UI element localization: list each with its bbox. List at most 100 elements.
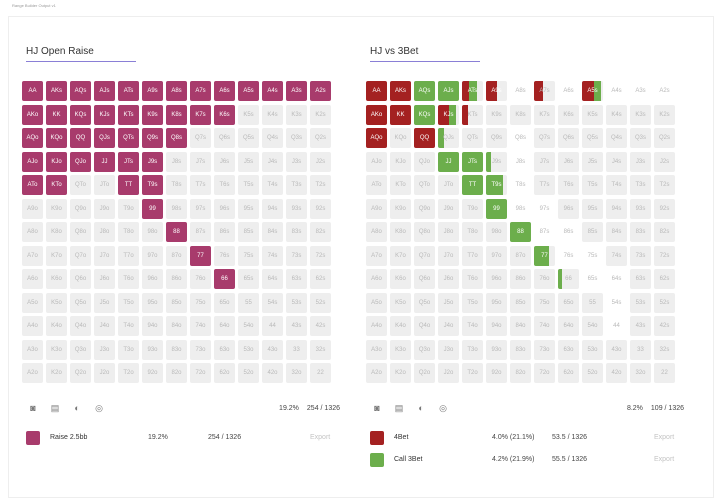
hand-cell-94o[interactable]: 94o <box>486 316 507 336</box>
hand-cell-t9o[interactable]: T9o <box>462 198 483 219</box>
hand-cell-75s[interactable]: 75s <box>238 245 259 266</box>
hand-cell-j4s[interactable]: J4s <box>606 151 627 172</box>
hand-cell-k5s[interactable]: K5s <box>582 104 603 125</box>
hand-cell-ato[interactable]: ATo <box>22 175 43 195</box>
hand-cell-72s[interactable]: 72s <box>310 245 331 266</box>
hand-cell-73s[interactable]: 73s <box>286 245 307 266</box>
hand-cell-66[interactable]: 66 <box>214 269 235 289</box>
hand-cell-jj[interactable]: JJ <box>94 151 115 172</box>
hand-cell-jto[interactable]: JTo <box>94 175 115 195</box>
hand-cell-j3o[interactable]: J3o <box>94 339 115 360</box>
hand-cell-22[interactable]: 22 <box>654 363 675 383</box>
hand-cell-j2o[interactable]: J2o <box>94 363 115 383</box>
hand-cell-t7o[interactable]: T7o <box>462 245 483 266</box>
hand-cell-aqo[interactable]: AQo <box>22 128 43 148</box>
hand-cell-t2s[interactable]: T2s <box>654 175 675 195</box>
hand-cell-a5s[interactable]: A5s <box>238 81 259 101</box>
hand-cell-t9s[interactable]: T9s <box>142 175 163 195</box>
hand-cell-33[interactable]: 33 <box>630 339 651 360</box>
hand-cell-qjs[interactable]: QJs <box>438 128 459 148</box>
hand-cell-84s[interactable]: 84s <box>262 222 283 242</box>
hand-cell-96s[interactable]: 96s <box>214 198 235 219</box>
hand-cell-j2s[interactable]: J2s <box>654 151 675 172</box>
hand-cell-54s[interactable]: 54s <box>606 293 627 313</box>
hand-cell-kts[interactable]: KTs <box>118 104 139 125</box>
hand-cell-76s[interactable]: 76s <box>214 245 235 266</box>
hand-cell-t5s[interactable]: T5s <box>238 175 259 195</box>
hand-cell-k8o[interactable]: K8o <box>46 222 67 242</box>
hand-cell-93s[interactable]: 93s <box>286 198 307 219</box>
hand-cell-t2o[interactable]: T2o <box>118 363 139 383</box>
hand-cell-t8s[interactable]: T8s <box>166 175 187 195</box>
hand-cell-k2o[interactable]: K2o <box>46 363 67 383</box>
hand-cell-74s[interactable]: 74s <box>606 245 627 266</box>
hand-cell-32o[interactable]: 32o <box>286 363 307 383</box>
hand-cell-77[interactable]: 77 <box>534 245 555 266</box>
hand-cell-84s[interactable]: 84s <box>606 222 627 242</box>
hand-cell-q5o[interactable]: Q5o <box>414 292 435 313</box>
hand-cell-k6o[interactable]: K6o <box>46 269 67 289</box>
hand-cell-j5s[interactable]: J5s <box>582 151 603 172</box>
hand-cell-63s[interactable]: 63s <box>630 269 651 289</box>
hand-cell-85o[interactable]: 85o <box>166 292 187 313</box>
hand-cell-a3s[interactable]: A3s <box>630 81 651 101</box>
hand-cell-95s[interactable]: 95s <box>238 198 259 219</box>
hand-cell-q5s[interactable]: Q5s <box>582 128 603 148</box>
hand-cell-65s[interactable]: 65s <box>582 269 603 289</box>
hand-cell-jts[interactable]: JTs <box>462 151 483 172</box>
hand-cell-96o[interactable]: 96o <box>142 269 163 289</box>
hand-cell-t8o[interactable]: T8o <box>118 222 139 242</box>
hand-cell-t6o[interactable]: T6o <box>462 269 483 289</box>
hand-cell-j3s[interactable]: J3s <box>630 151 651 172</box>
hand-cell-q7o[interactable]: Q7o <box>70 245 91 266</box>
hand-cell-aqs[interactable]: AQs <box>414 81 435 101</box>
hand-cell-96s[interactable]: 96s <box>558 198 579 219</box>
hand-cell-a7s[interactable]: A7s <box>190 81 211 101</box>
hand-cell-42s[interactable]: 42s <box>654 316 675 336</box>
hand-cell-kjo[interactable]: KJo <box>46 151 67 172</box>
hand-cell-j3s[interactable]: J3s <box>286 151 307 172</box>
hand-cell-87o[interactable]: 87o <box>510 245 531 266</box>
hand-cell-t4o[interactable]: T4o <box>118 316 139 336</box>
hand-cell-72o[interactable]: 72o <box>190 363 211 383</box>
hand-cell-82o[interactable]: 82o <box>166 363 187 383</box>
hand-cell-88[interactable]: 88 <box>510 222 531 242</box>
hand-cell-65o[interactable]: 65o <box>558 292 579 313</box>
hand-cell-a9s[interactable]: A9s <box>486 81 507 101</box>
hand-cell-a6s[interactable]: A6s <box>558 81 579 101</box>
hand-cell-82s[interactable]: 82s <box>654 222 675 242</box>
hand-cell-q9s[interactable]: Q9s <box>486 128 507 148</box>
hand-cell-44[interactable]: 44 <box>262 316 283 336</box>
hand-cell-kjo[interactable]: KJo <box>390 151 411 172</box>
hand-cell-97o[interactable]: 97o <box>486 245 507 266</box>
hand-cell-k4s[interactable]: K4s <box>606 104 627 125</box>
hand-cell-t6s[interactable]: T6s <box>214 175 235 195</box>
hand-cell-k7o[interactable]: K7o <box>46 245 67 266</box>
hand-cell-j2s[interactable]: J2s <box>310 151 331 172</box>
hand-cell-ajs[interactable]: AJs <box>438 81 459 101</box>
hand-cell-j9o[interactable]: J9o <box>94 198 115 219</box>
hand-cell-ajo[interactable]: AJo <box>366 151 387 172</box>
hand-cell-kjs[interactable]: KJs <box>438 104 459 125</box>
hand-cell-42o[interactable]: 42o <box>262 363 283 383</box>
hand-cell-j5s[interactable]: J5s <box>238 151 259 172</box>
hand-cell-t4s[interactable]: T4s <box>262 175 283 195</box>
hand-cell-k4o[interactable]: K4o <box>46 316 67 336</box>
hand-cell-kqo[interactable]: KQo <box>390 128 411 148</box>
hand-cell-93o[interactable]: 93o <box>486 339 507 360</box>
hand-cell-kk[interactable]: KK <box>46 104 67 125</box>
hand-cell-62o[interactable]: 62o <box>558 363 579 383</box>
hand-cell-q2o[interactable]: Q2o <box>414 363 435 383</box>
hand-cell-53s[interactable]: 53s <box>286 292 307 313</box>
hand-cell-83o[interactable]: 83o <box>510 339 531 360</box>
hand-cell-aqo[interactable]: AQo <box>366 128 387 148</box>
hand-cell-55[interactable]: 55 <box>238 292 259 313</box>
hand-cell-74s[interactable]: 74s <box>262 245 283 266</box>
hand-cell-a2o[interactable]: A2o <box>366 363 387 383</box>
fourbet-swatch[interactable] <box>370 431 384 445</box>
hand-cell-kqs[interactable]: KQs <box>414 104 435 125</box>
hand-cell-q3o[interactable]: Q3o <box>414 339 435 360</box>
export-button[interactable]: Export <box>310 434 331 441</box>
copy-icon[interactable]: ▤ <box>394 403 404 413</box>
hand-cell-86s[interactable]: 86s <box>558 222 579 242</box>
